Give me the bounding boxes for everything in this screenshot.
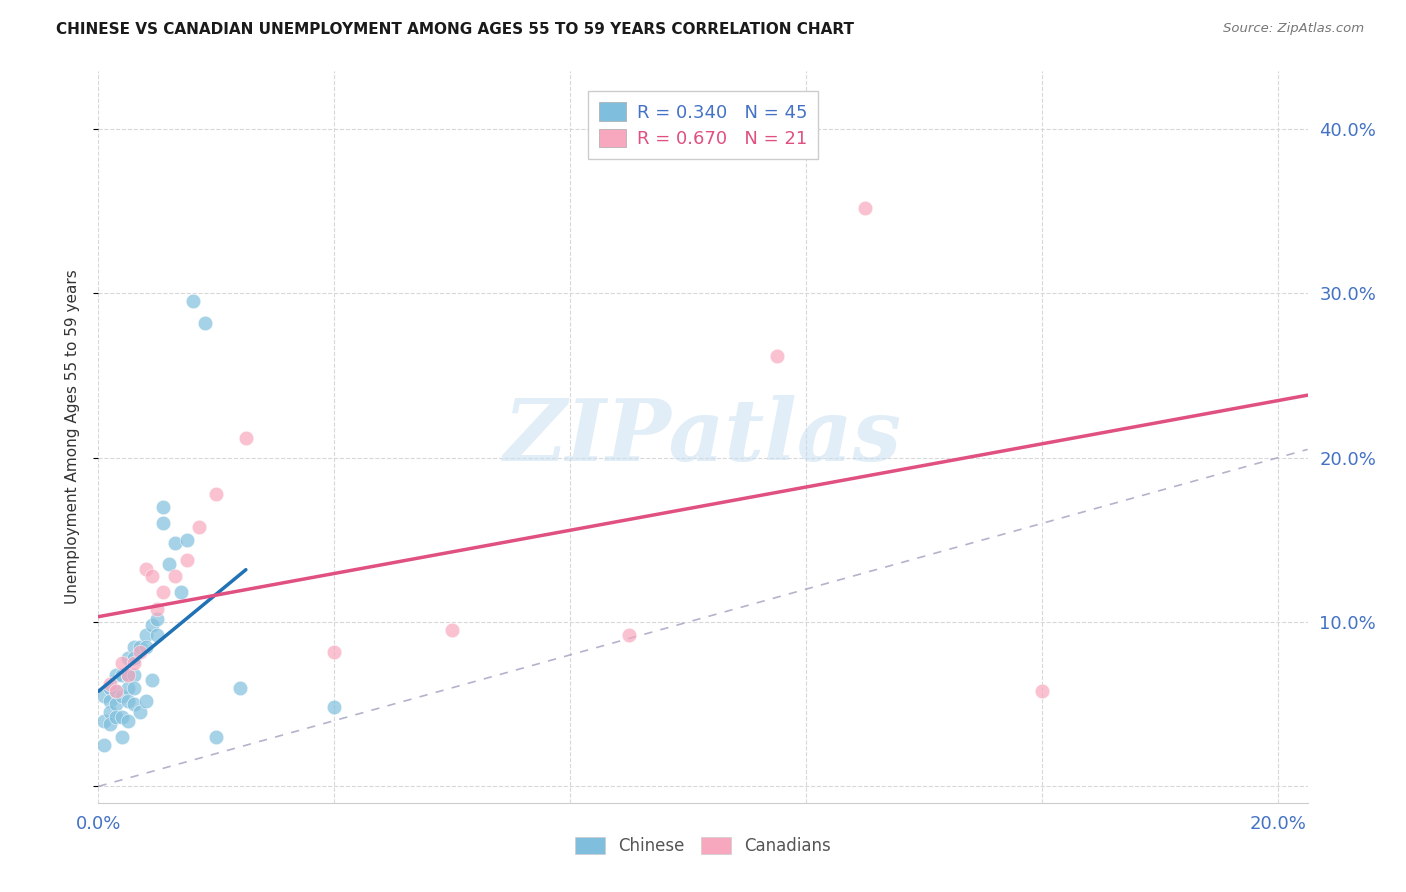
Point	[205, 730, 228, 744]
Point	[122, 681, 145, 695]
Point	[117, 667, 139, 681]
Point	[111, 656, 134, 670]
Point	[122, 667, 145, 681]
Legend: Chinese, Canadians: Chinese, Canadians	[568, 830, 838, 862]
Point	[135, 562, 157, 576]
Point	[105, 684, 128, 698]
Point	[235, 431, 257, 445]
Point	[141, 673, 163, 687]
Point	[323, 644, 346, 658]
Point	[194, 316, 217, 330]
Point	[122, 656, 145, 670]
Point	[176, 533, 198, 547]
Point	[98, 681, 121, 695]
Point	[98, 717, 121, 731]
Point	[117, 681, 139, 695]
Point	[152, 500, 174, 514]
Text: CHINESE VS CANADIAN UNEMPLOYMENT AMONG AGES 55 TO 59 YEARS CORRELATION CHART: CHINESE VS CANADIAN UNEMPLOYMENT AMONG A…	[56, 22, 855, 37]
Point	[105, 684, 128, 698]
Point	[117, 694, 139, 708]
Point	[98, 706, 121, 720]
Text: Source: ZipAtlas.com: Source: ZipAtlas.com	[1223, 22, 1364, 36]
Point	[105, 667, 128, 681]
Point	[117, 667, 139, 681]
Point	[141, 618, 163, 632]
Point	[152, 585, 174, 599]
Point	[111, 667, 134, 681]
Point	[122, 640, 145, 654]
Point	[93, 689, 115, 703]
Point	[146, 628, 169, 642]
Point	[93, 739, 115, 753]
Point	[122, 697, 145, 711]
Point	[146, 612, 169, 626]
Point	[146, 602, 169, 616]
Point	[111, 730, 134, 744]
Point	[135, 640, 157, 654]
Point	[111, 710, 134, 724]
Point	[122, 651, 145, 665]
Point	[176, 552, 198, 566]
Point	[105, 697, 128, 711]
Point	[205, 487, 228, 501]
Point	[98, 694, 121, 708]
Point	[323, 700, 346, 714]
Point	[128, 706, 150, 720]
Point	[165, 569, 187, 583]
Point	[135, 694, 157, 708]
Point	[152, 516, 174, 531]
Point	[157, 558, 180, 572]
Point	[128, 640, 150, 654]
Point	[187, 519, 209, 533]
Point	[165, 536, 187, 550]
Point	[135, 628, 157, 642]
Point	[170, 585, 193, 599]
Point	[181, 294, 204, 309]
Point	[117, 714, 139, 728]
Point	[229, 681, 252, 695]
Point	[765, 349, 787, 363]
Legend: R = 0.340   N = 45, R = 0.670   N = 21: R = 0.340 N = 45, R = 0.670 N = 21	[588, 91, 818, 159]
Text: ZIPatlas: ZIPatlas	[503, 395, 903, 479]
Point	[128, 644, 150, 658]
Point	[98, 677, 121, 691]
Y-axis label: Unemployment Among Ages 55 to 59 years: Unemployment Among Ages 55 to 59 years	[65, 269, 80, 605]
Point	[141, 569, 163, 583]
Point	[117, 651, 139, 665]
Point	[93, 714, 115, 728]
Point	[105, 710, 128, 724]
Point	[619, 628, 641, 642]
Point	[1031, 684, 1053, 698]
Point	[111, 689, 134, 703]
Point	[853, 201, 876, 215]
Point	[441, 624, 464, 638]
